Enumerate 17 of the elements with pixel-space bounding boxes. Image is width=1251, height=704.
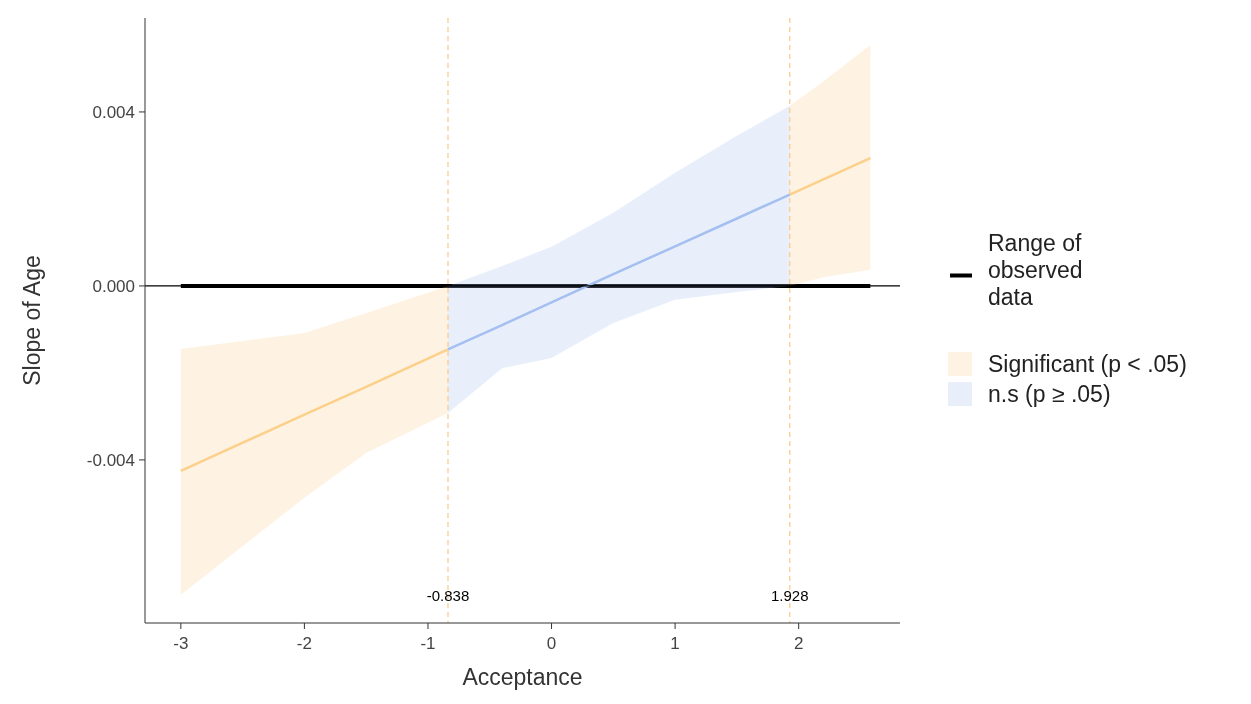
y-tick-label: -0.004 (86, 450, 135, 470)
legend-label: Significant (p < .05) (988, 351, 1187, 377)
line-series (446, 193, 792, 351)
y-tick-label: 0.004 (92, 102, 135, 122)
x-tick-label: 2 (793, 634, 804, 653)
legend-label: n.s (p ≥ .05) (988, 381, 1111, 407)
y-tick-label: 0.000 (92, 276, 135, 296)
x-tick-label: -2 (296, 634, 312, 653)
x-axis-title: Acceptance (462, 664, 583, 690)
x-tick-label: 0 (546, 634, 557, 653)
y-axis-title: Slope of Age (19, 255, 45, 386)
ref-line-label: -0.838 (426, 587, 470, 604)
legend-label: Range of observed data (988, 230, 1083, 310)
ref-line-label: 1.928 (771, 587, 809, 604)
x-tick-label: -1 (420, 634, 436, 653)
x-tick-label: -3 (173, 634, 189, 653)
x-tick-label: 1 (670, 634, 680, 653)
